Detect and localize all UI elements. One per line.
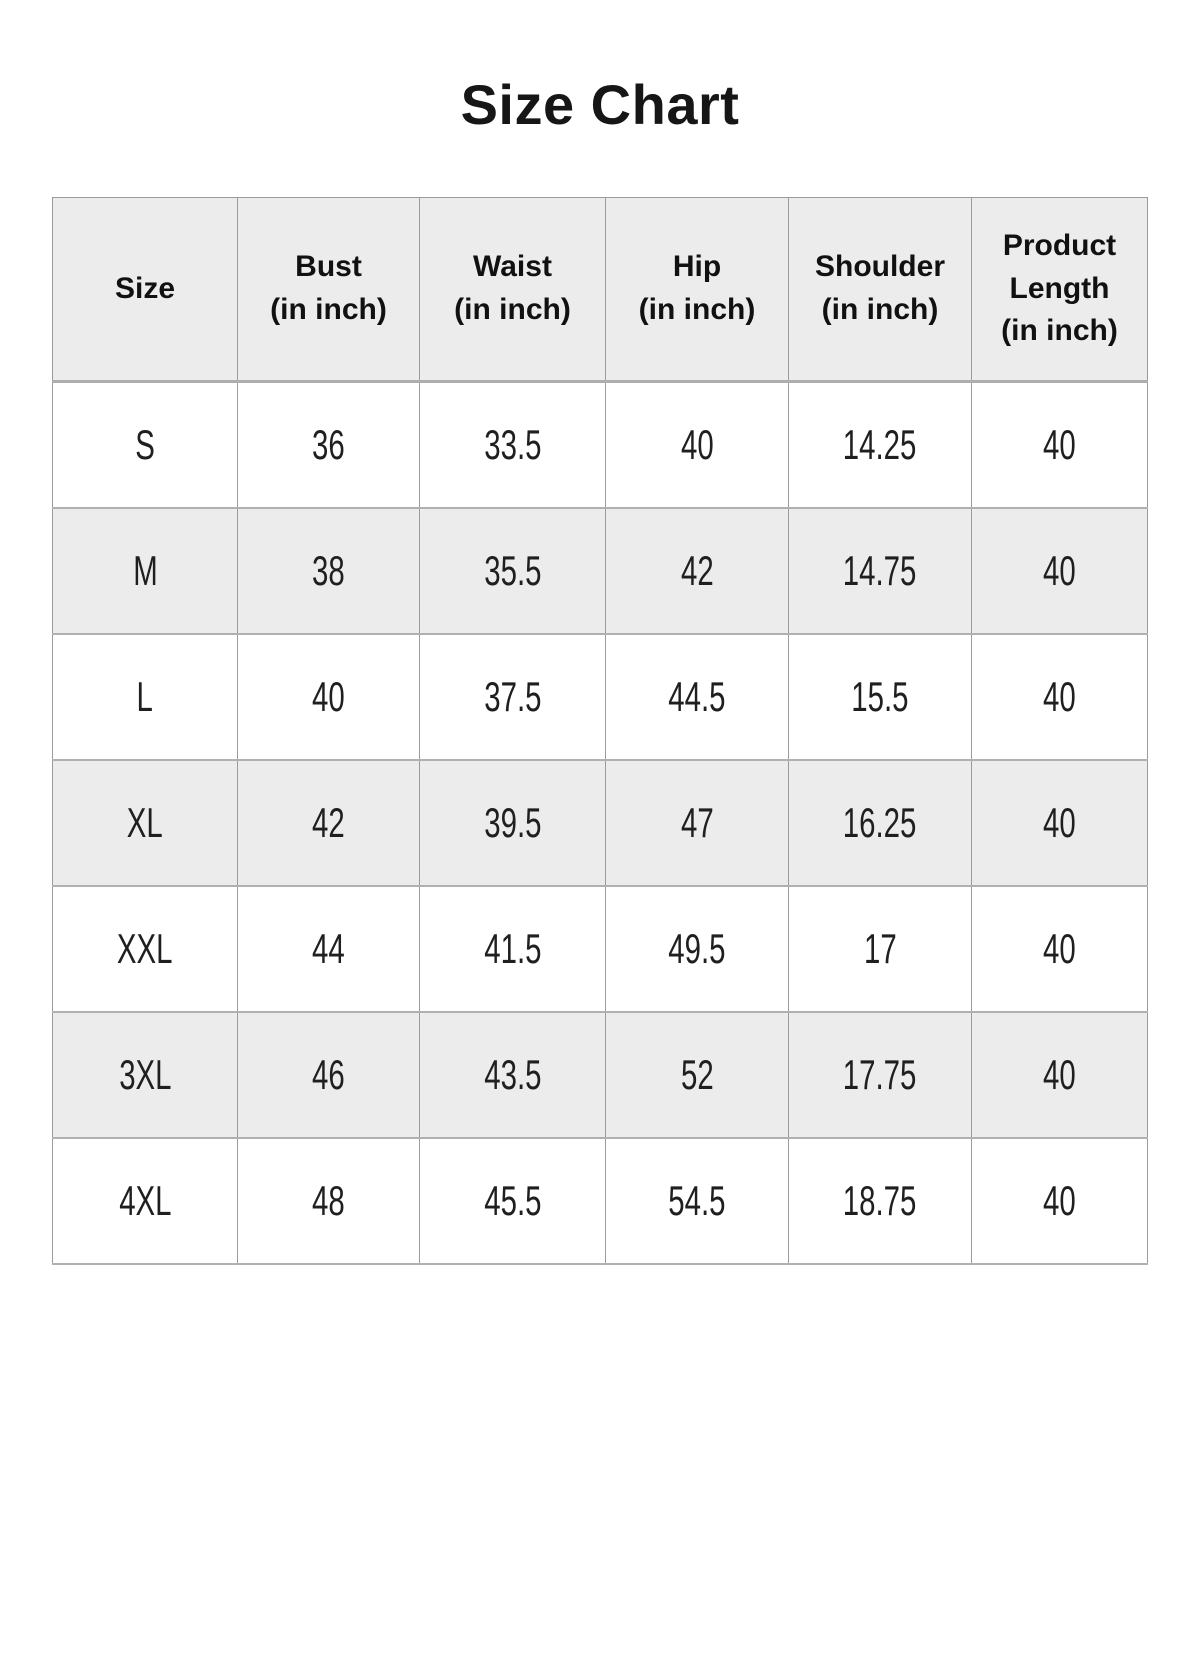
header-unit: (in inch): [638, 293, 756, 326]
header-label: Size: [114, 271, 176, 305]
table-row-xl: XL 42 39.5 47 16.25 40: [52, 758, 1148, 887]
cell-product-length: 40: [971, 1010, 1148, 1139]
cell-shoulder: 18.75: [788, 1136, 972, 1265]
cell-product-length: 40: [971, 1136, 1148, 1265]
page-title: Size Chart: [460, 73, 740, 136]
header-label: Bust: [295, 250, 362, 284]
table-row-m: M 38 35.5 42 14.75 40: [52, 506, 1148, 635]
header-unit: (in inch): [1001, 314, 1118, 348]
cell-product-length: 40: [971, 884, 1148, 1013]
cell-hip: 42: [605, 506, 789, 635]
cell-bust: 48: [237, 1136, 420, 1265]
cell-product-length: 40: [971, 632, 1148, 761]
column-header-hip: Hip (in inch): [605, 197, 789, 383]
header-unit: (in inch): [454, 293, 571, 326]
table-header: Size Bust (in inch) Waist (in inch) Hip …: [52, 197, 1148, 383]
cell-hip: 52: [605, 1010, 789, 1139]
size-chart-table: Size Bust (in inch) Waist (in inch) Hip …: [52, 197, 1148, 1265]
header-unit: (in inch): [821, 293, 939, 326]
cell-product-length: 40: [971, 506, 1148, 635]
cell-bust: 46: [237, 1010, 420, 1139]
cell-shoulder: 15.5: [788, 632, 972, 761]
header-label: Shoulder: [814, 250, 945, 284]
cell-waist: 33.5: [419, 380, 606, 509]
table-row-s: S 36 33.5 40 14.25 40: [52, 380, 1148, 509]
cell-waist: 41.5: [419, 884, 606, 1013]
table-row-l: L 40 37.5 44.5 15.5 40: [52, 632, 1148, 761]
cell-size: M: [52, 506, 238, 635]
cell-waist: 45.5: [419, 1136, 606, 1265]
cell-size: L: [52, 632, 238, 761]
cell-shoulder: 14.75: [788, 506, 972, 635]
cell-size: XXL: [52, 884, 238, 1013]
cell-hip: 54.5: [605, 1136, 789, 1265]
cell-hip: 40: [605, 380, 789, 509]
header-row: Size Bust (in inch) Waist (in inch) Hip …: [52, 197, 1148, 383]
column-header-product-length: Product Length (in inch): [971, 197, 1148, 383]
header-unit: (in inch): [270, 293, 387, 326]
cell-shoulder: 16.25: [788, 758, 972, 887]
cell-bust: 36: [237, 380, 420, 509]
cell-size: S: [52, 380, 238, 509]
column-header-waist: Waist (in inch): [419, 197, 606, 383]
cell-waist: 37.5: [419, 632, 606, 761]
cell-bust: 42: [237, 758, 420, 887]
header-label: Hip: [672, 250, 722, 284]
cell-bust: 44: [237, 884, 420, 1013]
table-row-4xl: 4XL 48 45.5 54.5 18.75 40: [52, 1136, 1148, 1265]
cell-size: XL: [52, 758, 238, 887]
cell-bust: 38: [237, 506, 420, 635]
header-label: Product Length: [1002, 229, 1117, 305]
cell-waist: 43.5: [419, 1010, 606, 1139]
table-body: S 36 33.5 40 14.25 40 M 38 35.5 42 14.75…: [52, 380, 1148, 1265]
cell-hip: 47: [605, 758, 789, 887]
cell-hip: 44.5: [605, 632, 789, 761]
column-header-size: Size: [52, 197, 238, 383]
table-row-xxl: XXL 44 41.5 49.5 17 40: [52, 884, 1148, 1013]
cell-hip: 49.5: [605, 884, 789, 1013]
cell-size: 4XL: [52, 1136, 238, 1265]
cell-bust: 40: [237, 632, 420, 761]
column-header-shoulder: Shoulder (in inch): [788, 197, 972, 383]
cell-waist: 39.5: [419, 758, 606, 887]
cell-shoulder: 17: [788, 884, 972, 1013]
cell-size: 3XL: [52, 1010, 238, 1139]
cell-waist: 35.5: [419, 506, 606, 635]
cell-shoulder: 14.25: [788, 380, 972, 509]
header-label: Waist: [473, 250, 552, 284]
cell-product-length: 40: [971, 758, 1148, 887]
cell-shoulder: 17.75: [788, 1010, 972, 1139]
column-header-bust: Bust (in inch): [237, 197, 420, 383]
table-row-3xl: 3XL 46 43.5 52 17.75 40: [52, 1010, 1148, 1139]
cell-product-length: 40: [971, 380, 1148, 509]
